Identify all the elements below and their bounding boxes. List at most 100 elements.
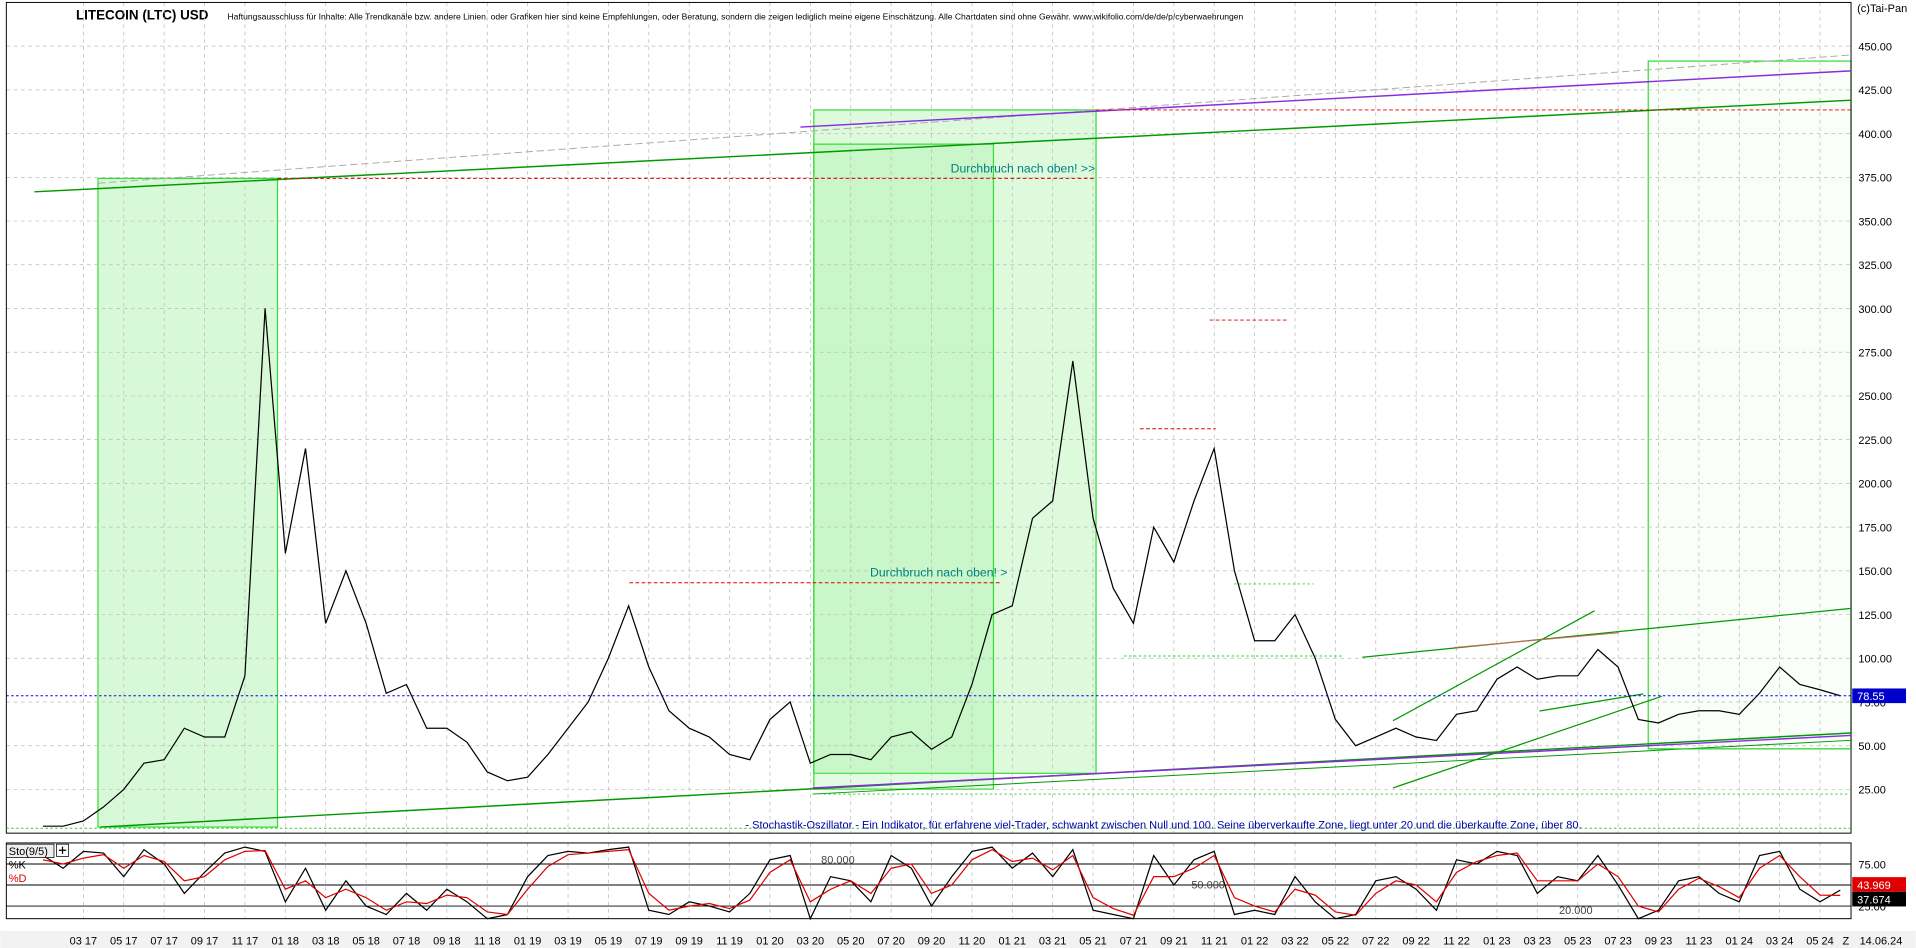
x-tick-label: 03 19 [554, 935, 582, 947]
indicator-box [5, 843, 55, 858]
level-label: 50.000 [1191, 880, 1225, 892]
x-tick-label: 01 20 [756, 935, 784, 947]
x-tick-label: 09 22 [1402, 935, 1429, 947]
indicator-title: Sto(9/5) [9, 846, 48, 858]
end-marker: Z [1842, 935, 1849, 947]
x-tick-label: 03 22 [1281, 935, 1308, 947]
level-label: 80.000 [821, 854, 855, 866]
y-tick-label: 125.00 [1858, 610, 1892, 622]
x-tick-label: 11 21 [1201, 935, 1228, 947]
trend-line [1453, 632, 1619, 648]
x-tick-label: 07 17 [150, 935, 178, 947]
y-tick-label: 375.00 [1858, 173, 1892, 185]
y-tick-label: 425.00 [1858, 85, 1892, 97]
x-tick-label: 05 20 [837, 935, 865, 947]
value-box [1852, 688, 1906, 704]
x-tick-label: 01 19 [514, 935, 542, 947]
x-tick-label: 03 17 [70, 935, 98, 947]
plus-icon [58, 846, 67, 854]
zone-box [1647, 60, 1852, 750]
x-tick-label: 03 20 [797, 935, 825, 947]
x-tick-label: 11 19 [716, 935, 743, 947]
trend-line [1392, 695, 1662, 789]
x-tick-label: 05 17 [110, 935, 137, 947]
x-axis-band [0, 930, 1916, 948]
y-tick-label: 225.00 [1858, 435, 1892, 447]
panel-frame [5, 1, 1852, 834]
x-tick-label: 03 23 [1524, 935, 1552, 947]
level-label: 20.000 [1559, 905, 1593, 917]
y-tick-label: 400.00 [1858, 129, 1892, 141]
x-tick-label: 03 24 [1766, 935, 1793, 947]
series-line [42, 848, 1841, 917]
current-date: 14.06.24 [1860, 935, 1903, 947]
x-tick-label: 11 18 [474, 935, 501, 947]
y-tick-label: 150.00 [1858, 566, 1892, 578]
value-box [1852, 877, 1906, 892]
x-tick-label: 01 18 [272, 935, 300, 947]
trend-line [1392, 610, 1595, 722]
disclaimer: Haftungsausschluss für Inhalte: Alle Tre… [227, 12, 1243, 22]
x-tick-label: 09 18 [433, 935, 461, 947]
x-tick-label: 09 23 [1645, 935, 1672, 947]
series-line [42, 308, 1841, 827]
y-tick-label: 175.00 [1858, 522, 1892, 534]
x-tick-label: 03 21 [1039, 935, 1067, 947]
x-tick-label: 01 23 [1483, 935, 1510, 947]
annotation: - Stochastik-Oszillator - Ein Indikator,… [745, 819, 1581, 831]
x-tick-label: 09 20 [918, 935, 946, 947]
y-tick-label: 325.00 [1858, 260, 1892, 272]
x-tick-label: 09 19 [675, 935, 703, 947]
x-tick-label: 11 23 [1686, 935, 1713, 947]
x-tick-label: 07 19 [635, 935, 663, 947]
x-tick-label: 11 22 [1443, 935, 1470, 947]
y-tick-label: 275.00 [1858, 347, 1892, 359]
legend-entry: %K [9, 860, 27, 872]
trend-line [97, 54, 1852, 184]
x-tick-label: 05 18 [352, 935, 380, 947]
trend-line [34, 99, 1852, 193]
x-tick-label: 05 24 [1806, 935, 1833, 947]
zone-box [97, 177, 279, 828]
x-tick-label: 05 21 [1079, 935, 1107, 947]
x-tick-label: 05 19 [595, 935, 623, 947]
x-tick-label: 11 20 [959, 935, 986, 947]
trend-line [1362, 607, 1852, 658]
y-tick-label: 250.00 [1858, 391, 1892, 403]
annotation: Durchbruch nach oben! > [870, 566, 1007, 580]
zone-box [813, 143, 995, 790]
annotation: Durchbruch nach oben! >> [951, 161, 1096, 175]
trend-line [812, 734, 1852, 789]
chart-title: LITECOIN (LTC) USD [76, 8, 209, 23]
y-tick-label: 75.00 [1858, 859, 1885, 871]
x-tick-label: 11 17 [232, 935, 259, 947]
current-value-label: 43.969 [1857, 880, 1891, 892]
x-tick-label: 07 21 [1120, 935, 1148, 947]
x-tick-label: 07 20 [877, 935, 905, 947]
zone-box [813, 109, 1097, 774]
y-tick-label: 350.00 [1858, 216, 1892, 228]
trend-line [1539, 693, 1644, 712]
x-tick-label: 05 22 [1322, 935, 1349, 947]
current-value-label: 78.55 [1857, 691, 1884, 703]
x-tick-label: 01 22 [1241, 935, 1269, 947]
y-tick-label: 50.00 [1858, 741, 1885, 753]
x-tick-label: 07 23 [1604, 935, 1631, 947]
y-tick-label: 200.00 [1858, 479, 1892, 491]
y-tick-label: 25.00 [1858, 901, 1885, 913]
x-tick-label: 07 22 [1362, 935, 1390, 947]
x-tick-label: 09 17 [191, 935, 219, 947]
current-value-label: 37.674 [1857, 894, 1891, 906]
panel-frame [5, 842, 1852, 920]
copyright: (c)Tai-Pan [1857, 3, 1907, 15]
x-tick-label: 03 18 [312, 935, 339, 947]
series-line [42, 846, 1841, 921]
y-tick-label: 100.00 [1858, 654, 1892, 666]
x-tick-label: 05 23 [1564, 935, 1592, 947]
x-tick-label: 09 21 [1160, 935, 1188, 947]
trend-line [800, 70, 1852, 128]
y-tick-label: 25.00 [1858, 785, 1885, 797]
